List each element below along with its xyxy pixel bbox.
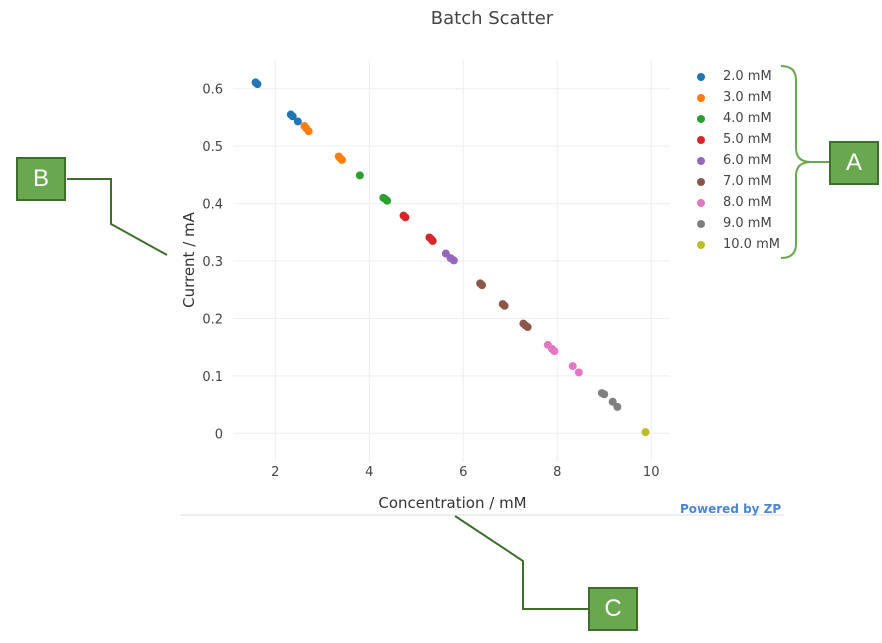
powered-by-link[interactable]: Powered by ZP (680, 502, 782, 516)
data-point[interactable] (568, 362, 577, 371)
legend-label: 9.0 mM (723, 216, 772, 231)
y-axis-label: Current / mA (180, 212, 198, 308)
y-tick-label: 0.6 (202, 83, 223, 98)
data-point[interactable] (641, 428, 650, 437)
callout-c: C (588, 587, 638, 631)
callout-b: B (16, 157, 66, 201)
legend-label: 3.0 mM (723, 90, 772, 105)
data-point[interactable] (449, 256, 458, 265)
legend-item[interactable]: 6.0 mM (693, 150, 780, 171)
data-point[interactable] (428, 236, 437, 245)
data-point[interactable] (338, 155, 347, 164)
legend-item[interactable]: 4.0 mM (693, 108, 780, 129)
legend-label: 6.0 mM (723, 153, 772, 168)
data-point[interactable] (613, 402, 622, 411)
legend-item[interactable]: 10.0 mM (693, 234, 780, 255)
legend-marker (697, 177, 705, 186)
legend-marker (697, 219, 705, 228)
legend-marker (697, 72, 705, 81)
legend-brace (780, 65, 812, 259)
data-point[interactable] (401, 213, 410, 222)
x-axis-label: Concentration / mM (378, 494, 527, 512)
data-point[interactable] (608, 397, 617, 406)
x-tick-label: 4 (365, 465, 373, 480)
legend-marker (697, 114, 705, 123)
y-tick-label: 0 (215, 427, 223, 442)
data-point[interactable] (600, 390, 609, 399)
data-point[interactable] (304, 127, 313, 136)
leader-line-c (454, 515, 588, 610)
legend-item[interactable]: 5.0 mM (693, 129, 780, 150)
legend-item[interactable]: 7.0 mM (693, 171, 780, 192)
callout-a: A (829, 141, 879, 185)
legend-marker (697, 93, 705, 102)
y-tick-label: 0.2 (202, 312, 223, 327)
legend-item[interactable]: 8.0 mM (693, 192, 780, 213)
x-tick-label: 6 (459, 465, 467, 480)
data-point[interactable] (574, 368, 583, 377)
y-tick-label: 0.5 (202, 140, 223, 155)
legend-item[interactable]: 2.0 mM (693, 66, 780, 87)
x-tick-label: 10 (643, 465, 660, 480)
data-point[interactable] (500, 301, 509, 310)
data-point[interactable] (478, 281, 487, 290)
leader-line-b (67, 178, 168, 256)
data-point[interactable] (383, 196, 392, 205)
legend-label: 10.0 mM (723, 237, 780, 252)
data-point[interactable] (253, 80, 262, 89)
legend-label: 7.0 mM (723, 174, 772, 189)
legend-item[interactable]: 9.0 mM (693, 213, 780, 234)
x-tick-label: 2 (271, 465, 279, 480)
legend-label: 5.0 mM (723, 132, 772, 147)
x-tick-label: 8 (553, 465, 561, 480)
legend-label: 4.0 mM (723, 111, 772, 126)
data-point[interactable] (523, 323, 532, 332)
data-point[interactable] (550, 347, 559, 356)
y-tick-label: 0.4 (202, 198, 223, 213)
legend-label: 8.0 mM (723, 195, 772, 210)
legend: 2.0 mM 3.0 mM 4.0 mM 5.0 mM 6.0 mM 7.0 mM 8.0 … (693, 66, 780, 255)
legend-marker (697, 240, 705, 249)
chart-title: Batch Scatter (430, 8, 554, 29)
y-tick-label: 0.1 (202, 370, 223, 385)
data-point[interactable] (293, 117, 302, 126)
data-point[interactable] (288, 112, 297, 121)
data-point[interactable] (355, 171, 364, 180)
legend-label: 2.0 mM (723, 69, 772, 84)
legend-marker (697, 156, 705, 165)
legend-item[interactable]: 3.0 mM (693, 87, 780, 108)
legend-marker (697, 135, 705, 144)
legend-marker (697, 198, 705, 207)
y-tick-label: 0.3 (202, 255, 223, 270)
